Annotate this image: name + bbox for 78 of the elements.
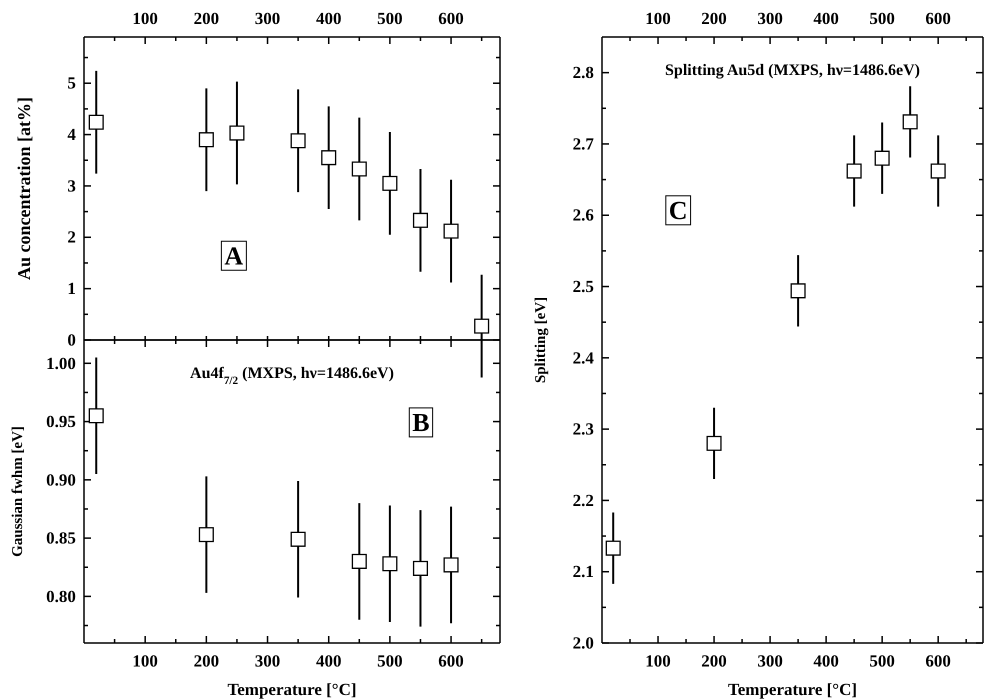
- x2-tick-label: 200: [194, 8, 220, 28]
- point: [412, 212, 428, 228]
- y-tick-label: 1.00: [46, 354, 76, 373]
- x2-tick-label: 300: [254, 8, 280, 28]
- x2-tick-label: 200: [701, 8, 727, 28]
- y-tick-label: 2.8: [572, 63, 594, 82]
- y-tick-label: 2.7: [572, 134, 594, 154]
- y-tick-label: 2.6: [572, 206, 594, 225]
- annotation: C: [668, 196, 688, 225]
- point: [88, 114, 104, 130]
- y-tick-label: 2.5: [572, 276, 594, 296]
- y-tick-label: 2.1: [572, 562, 594, 582]
- x-tick-label: 200: [194, 651, 220, 670]
- point: [444, 557, 459, 572]
- x-tick-label: 300: [254, 651, 280, 670]
- y-tick-label: 0.90: [46, 470, 76, 490]
- point: [874, 150, 890, 166]
- y-tick-label: 3: [67, 176, 76, 196]
- x2-tick-label: 100: [645, 8, 671, 28]
- y-tick-label: 0: [67, 330, 76, 350]
- point: [88, 408, 104, 424]
- x-tick-label: 600: [925, 651, 951, 670]
- point: [382, 556, 398, 572]
- x-tick-label: 100: [645, 651, 671, 670]
- x2-tick-label: 500: [869, 8, 895, 28]
- y-tick-label: 2.2: [572, 490, 594, 510]
- x-tick-label: 500: [377, 651, 403, 670]
- x-tick-label: 600: [438, 651, 464, 670]
- x-tick-label: 400: [813, 651, 839, 670]
- point: [352, 161, 367, 177]
- x-axis-title: Temperature [°C]: [227, 680, 357, 699]
- y-tick-label: 0.85: [46, 528, 76, 548]
- point: [846, 163, 862, 179]
- point: [474, 318, 490, 334]
- text: Splitting Au5d (MXPS, hν=1486.6eV): [665, 62, 920, 79]
- x-tick-label: 300: [757, 651, 783, 670]
- x-tick-label: 100: [132, 651, 158, 670]
- x2-tick-label: 400: [813, 8, 839, 28]
- point: [412, 560, 428, 576]
- y-tick-label: 1: [67, 279, 76, 298]
- x-tick-label: 200: [701, 651, 727, 670]
- x-tick-label: 500: [869, 651, 895, 670]
- x2-tick-label: 600: [925, 8, 951, 28]
- y-axis-title: Gaussian fwhm [eV]: [10, 426, 26, 557]
- point: [290, 133, 306, 148]
- y-axis-title: Splitting [eV]: [533, 296, 549, 384]
- point: [382, 176, 398, 191]
- y-tick-label: 2.4: [572, 348, 594, 368]
- y-tick-label: 0.95: [46, 412, 76, 432]
- x2-tick-label: 600: [438, 8, 464, 28]
- annotation: A: [224, 241, 244, 270]
- y-tick-label: 5: [67, 74, 76, 93]
- y-tick-label: 2.0: [572, 633, 594, 652]
- x-axis-title: Temperature [°C]: [728, 680, 858, 699]
- point: [606, 540, 621, 556]
- annotation: B: [412, 408, 430, 437]
- y-tick-label: 0.80: [46, 586, 76, 606]
- x2-tick-label: 500: [377, 8, 403, 28]
- point: [706, 436, 722, 451]
- point: [444, 224, 459, 239]
- y-tick-label: 4: [67, 125, 76, 144]
- y-tick-label: 2.3: [572, 420, 594, 439]
- x2-tick-label: 400: [316, 8, 342, 28]
- point: [198, 132, 214, 148]
- y-tick-label: 2: [67, 228, 76, 247]
- x-tick-label: 400: [316, 651, 342, 670]
- point: [790, 283, 806, 298]
- point: [930, 163, 946, 179]
- point: [352, 554, 367, 569]
- x2-tick-label: 100: [132, 8, 158, 28]
- x2-tick-label: 300: [757, 8, 783, 28]
- y-axis-title: Au concentration [at%]: [14, 97, 34, 280]
- point: [321, 150, 336, 166]
- point: [198, 527, 214, 542]
- point: [229, 125, 244, 141]
- point: [290, 532, 306, 547]
- text: Au4f$_{7/2}$ (MXPS, hν=1486.6eV): [190, 365, 394, 387]
- point: [902, 114, 918, 130]
